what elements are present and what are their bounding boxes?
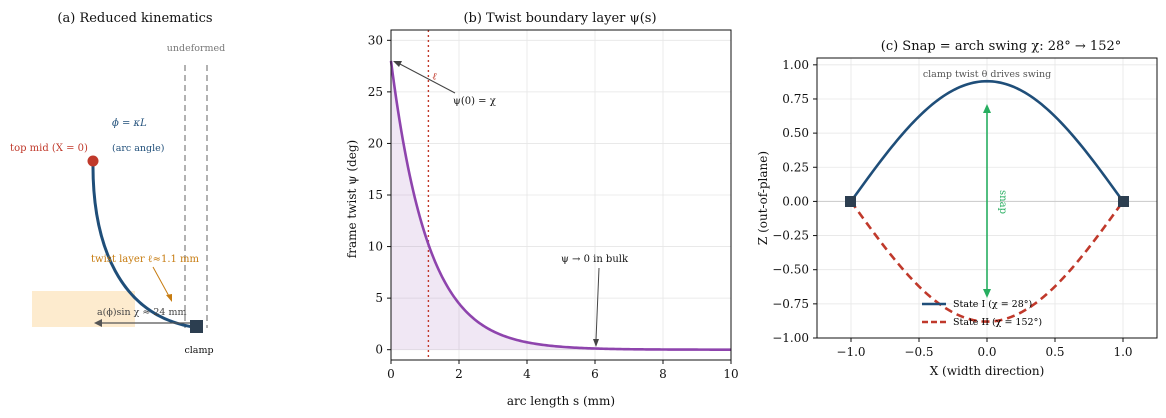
arc-angle-label: (arc angle) — [112, 143, 164, 154]
y-tick-label: 15 — [368, 188, 383, 202]
y-tick-label: 0 — [375, 343, 383, 357]
y-tick-label: −0.25 — [772, 229, 809, 243]
y-tick-label: 0.25 — [782, 160, 809, 174]
x-tick-label: 0.0 — [977, 345, 996, 359]
y-tick-label: 1.00 — [782, 58, 809, 72]
psi0-arrow — [397, 62, 456, 94]
x-tick-label: 10 — [723, 367, 738, 381]
y-tick-label: 20 — [368, 136, 383, 150]
top-mid-marker — [87, 155, 99, 167]
y-tick-label: −0.50 — [772, 263, 809, 277]
panel-a: (a) Reduced kinematics undeformed top mi… — [10, 11, 225, 356]
psi0-arrowhead — [393, 61, 402, 67]
y-tick-label: 0.00 — [782, 194, 809, 208]
psi-area-fill — [391, 60, 731, 350]
x-tick-label: 2 — [455, 367, 463, 381]
panel-b-title: (b) Twist boundary layer ψ(s) — [463, 11, 656, 26]
undeformed-label: undeformed — [167, 43, 225, 54]
clamp-twist-label: clamp twist θ drives swing — [923, 69, 1051, 80]
x-tick-label: 0.5 — [1045, 345, 1064, 359]
psi0-label: ψ(0) = χ — [453, 96, 496, 107]
top-mid-label: top mid (X = 0) — [10, 143, 88, 154]
legend-label-state-1: State I (χ = 28°) — [953, 299, 1032, 310]
panel-b-yticks: 0 5 10 15 20 25 30 — [368, 33, 391, 357]
bulk-arrow — [595, 267, 600, 341]
snap-label: snap — [997, 190, 1008, 214]
phi-label: ϕ = κL — [112, 118, 147, 129]
x-tick-label: 8 — [659, 367, 667, 381]
y-tick-label: 30 — [368, 33, 383, 47]
panel-a-title: (a) Reduced kinematics — [57, 11, 212, 26]
panel-b: (b) Twist boundary layer ψ(s) ℓ 0 2 4 6 8 10 … — [345, 11, 739, 408]
panel-c: (c) Snap = arch swing χ: 28° → 152° snap… — [756, 39, 1158, 378]
panel-b-ylabel: frame twist ψ (deg) — [345, 140, 359, 258]
panel-b-xticks: 0 2 4 6 8 10 — [387, 360, 739, 381]
y-tick-label: 0.75 — [782, 92, 809, 106]
state-2-arch — [849, 200, 1125, 323]
shift-label: a(ϕ)sin χ ≈ 24 mm — [97, 307, 187, 318]
snap-arrowhead-down — [983, 289, 991, 298]
twist-layer-arrow — [152, 266, 171, 299]
y-tick-label: 10 — [368, 240, 383, 254]
ell-marker-label: ℓ — [432, 72, 436, 83]
panel-c-xticks: −1.0 −0.5 0.0 0.5 1.0 — [836, 338, 1133, 359]
panel-b-xlabel: arc length s (mm) — [507, 394, 615, 408]
x-tick-label: 1.0 — [1113, 345, 1132, 359]
panel-c-yticks: −1.00 −0.75 −0.50 −0.25 0.00 0.25 0.50 0.75 1.00 — [772, 58, 817, 345]
panel-c-legend: State I (χ = 28°) State II (χ = 152°) — [922, 299, 1042, 328]
twist-layer-region — [32, 291, 135, 327]
legend-label-state-2: State II (χ = 152°) — [953, 317, 1042, 328]
panel-c-ylabel: Z (out-of-plane) — [756, 151, 770, 245]
bulk-label: ψ → 0 in bulk — [561, 254, 629, 265]
twist-layer-label: twist layer ℓ≈1.1 mm — [91, 254, 200, 265]
shift-arrowhead — [94, 319, 102, 327]
clamp-label: clamp — [184, 345, 213, 356]
twist-layer-arrowhead — [166, 294, 172, 302]
bulk-arrowhead — [593, 339, 599, 347]
y-tick-label: 0.50 — [782, 126, 809, 140]
left-clamp-marker — [845, 196, 856, 207]
y-tick-label: −0.75 — [772, 297, 809, 311]
state-1-arch — [849, 79, 1125, 203]
psi-curve — [389, 60, 731, 351]
x-tick-label: −0.5 — [904, 345, 933, 359]
right-clamp-marker — [1118, 196, 1129, 207]
deformed-strip-arc — [91, 160, 194, 329]
snap-arrowhead-up — [983, 104, 991, 113]
x-tick-label: 0 — [387, 367, 395, 381]
panel-c-title: (c) Snap = arch swing χ: 28° → 152° — [881, 39, 1122, 54]
y-tick-label: 5 — [375, 291, 383, 305]
y-tick-label: −1.00 — [772, 331, 809, 345]
panel-c-xlabel: X (width direction) — [930, 364, 1045, 378]
x-tick-label: −1.0 — [836, 345, 865, 359]
x-tick-label: 4 — [523, 367, 531, 381]
y-tick-label: 25 — [368, 85, 383, 99]
x-tick-label: 6 — [591, 367, 599, 381]
clamp-marker — [190, 320, 203, 333]
